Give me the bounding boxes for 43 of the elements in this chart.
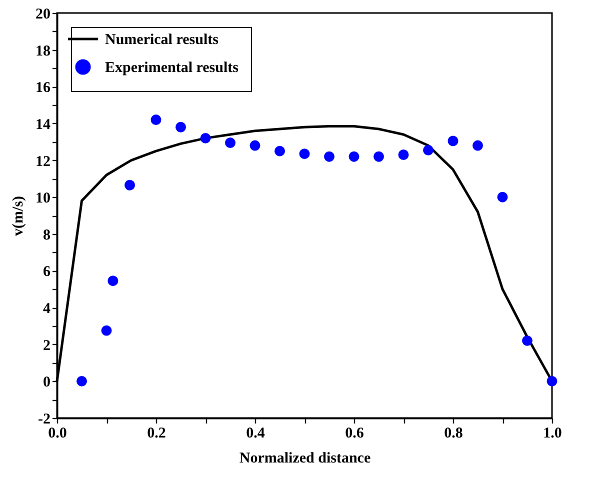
x-tick-label: 0.4 — [246, 426, 266, 442]
x-tick-label: 0.8 — [444, 426, 463, 442]
y-tick-label: 18 — [36, 43, 50, 60]
point — [225, 138, 236, 148]
point — [176, 122, 186, 132]
point — [398, 150, 409, 160]
point — [200, 132, 211, 144]
y-tick-label: 6 — [43, 264, 51, 280]
point — [150, 114, 162, 126]
point — [472, 140, 483, 151]
point — [497, 192, 508, 202]
point — [108, 276, 118, 286]
y-axis-title: v(m/s) — [10, 196, 26, 236]
point — [76, 376, 87, 386]
point — [299, 148, 310, 160]
y-tick-label: 20 — [36, 6, 50, 22]
point — [324, 151, 334, 162]
x-tick-label: 0.2 — [147, 426, 166, 442]
legend-label: Experimental results — [105, 60, 239, 76]
x-tick-label: 1.0 — [543, 426, 562, 442]
point — [348, 151, 360, 162]
y-tick-label: 0 — [43, 374, 50, 391]
y-tick-label: 16 — [36, 80, 51, 96]
y-tick-label: 10 — [36, 190, 50, 207]
y-tick-label: 2 — [43, 338, 50, 354]
x-tick-label: 0.0 — [48, 426, 67, 442]
point — [423, 144, 434, 156]
point — [101, 325, 112, 336]
point — [522, 335, 532, 346]
x-tick-label: 0.6 — [345, 426, 364, 442]
point — [546, 376, 558, 386]
point — [448, 136, 458, 146]
y-tick-label: 4 — [43, 301, 51, 318]
y-tick-label: 12 — [36, 154, 50, 170]
y-tick-label: 14 — [36, 116, 51, 133]
y-tick-label: 8 — [43, 227, 50, 244]
y-tick-label: -2 — [38, 412, 50, 428]
x-axis-title: Normalized distance — [239, 450, 371, 466]
legend-label: Numerical results — [105, 32, 219, 48]
point — [374, 151, 384, 162]
point — [274, 146, 285, 156]
point — [124, 180, 136, 190]
point — [250, 140, 260, 151]
